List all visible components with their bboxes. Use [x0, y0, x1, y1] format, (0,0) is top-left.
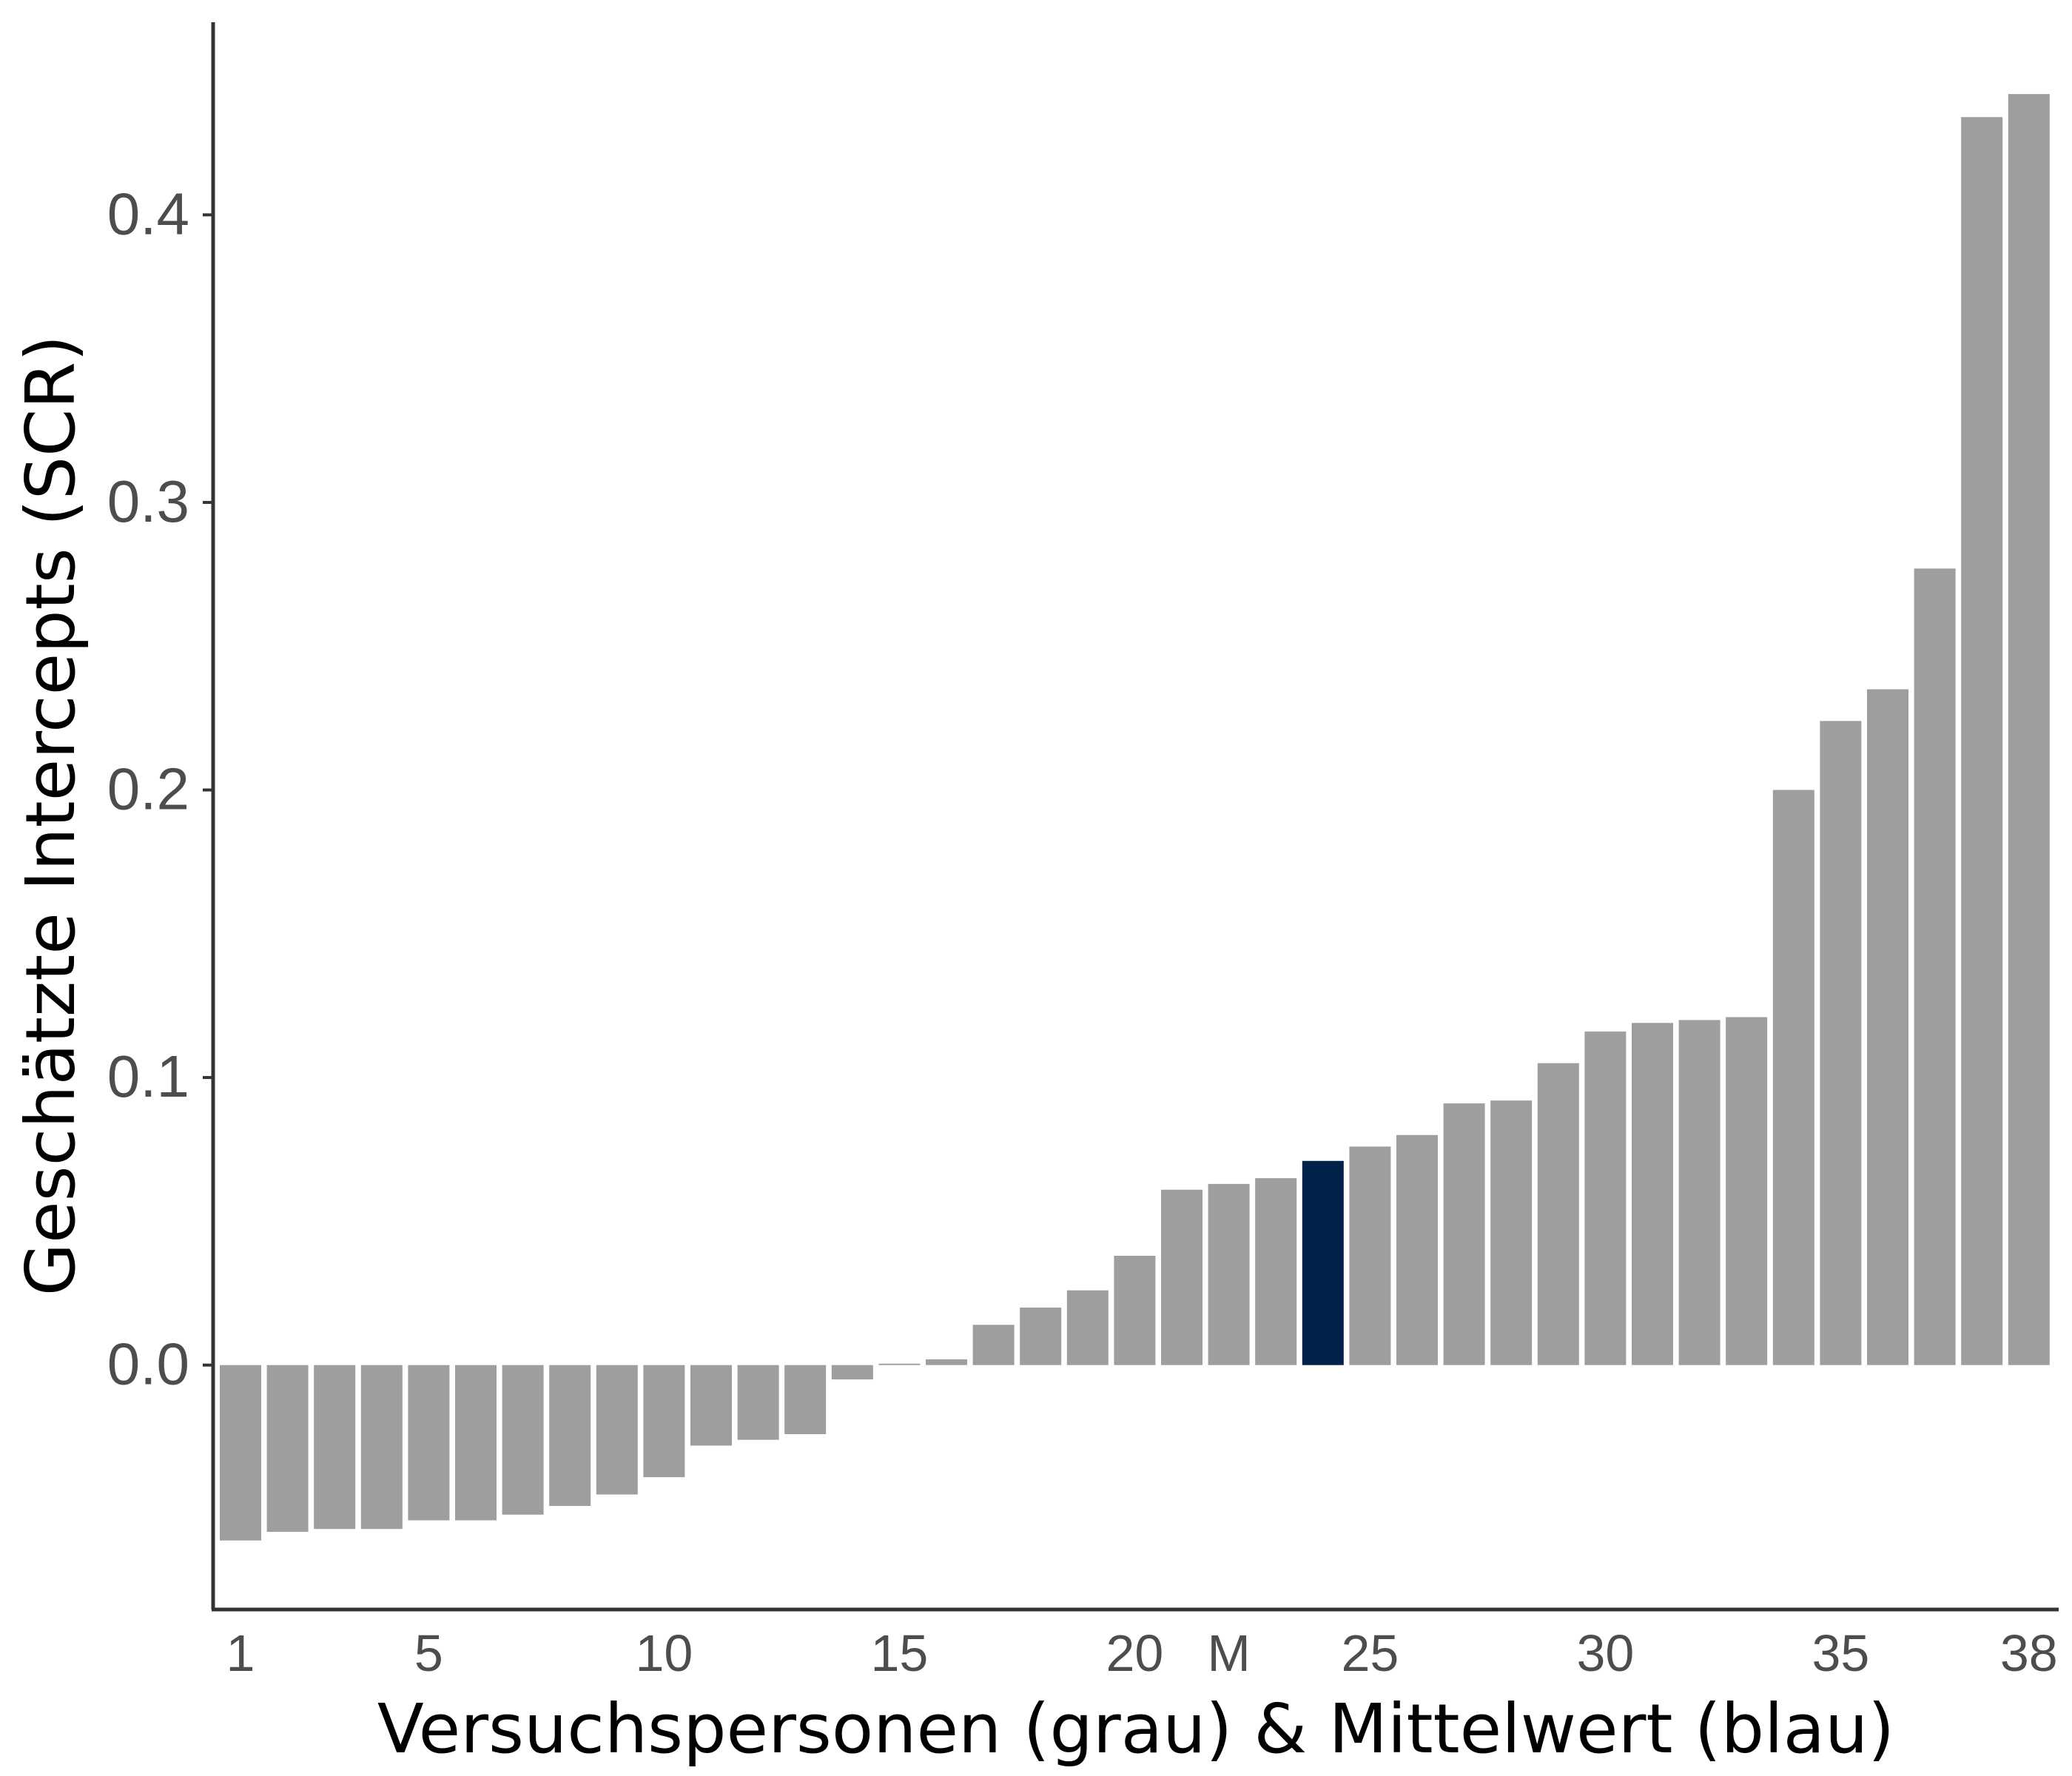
bar-participant [1443, 1103, 1485, 1365]
x-axis-ticks: 1 5 10 15 20 M 25 30 35 38 [226, 1624, 2058, 1682]
bar-participant [314, 1365, 356, 1530]
bar-mean [1302, 1160, 1344, 1365]
y-tick-label: 0.3 [107, 468, 189, 534]
bar-participant [549, 1365, 591, 1507]
bar-participant [1584, 1031, 1627, 1365]
x-tick-label: 10 [635, 1624, 693, 1682]
bar-participant [1020, 1308, 1062, 1365]
bar-participant [1349, 1146, 1391, 1365]
bar-participant [1161, 1189, 1202, 1365]
bar-participant [690, 1365, 732, 1446]
y-tick-label: 0.4 [107, 181, 189, 246]
bar-participant [1820, 721, 1862, 1365]
bar-participant [1066, 1290, 1109, 1365]
x-tick-label: M [1207, 1624, 1250, 1682]
bar-participant [1537, 1063, 1579, 1365]
bar-participant [1490, 1100, 1533, 1365]
bar-participant [1208, 1183, 1250, 1365]
y-tick-label: 0.0 [107, 1331, 189, 1397]
bar-participant [1678, 1020, 1720, 1365]
bars-group [220, 94, 2050, 1541]
x-tick-label: 35 [1812, 1624, 1869, 1682]
bar-participant [972, 1325, 1015, 1365]
bar-participant [1914, 568, 1956, 1365]
bar-participant [1632, 1023, 1673, 1365]
bar-participant [784, 1365, 827, 1434]
y-tick-label: 0.1 [107, 1043, 189, 1109]
bar-participant [455, 1365, 497, 1521]
x-tick-label: 15 [870, 1624, 928, 1682]
bar-participant [737, 1365, 779, 1440]
bar-participant [1772, 790, 1814, 1365]
y-axis-ticks: 0.0 0.1 0.2 0.3 0.4 [107, 181, 213, 1397]
bar-participant [1867, 689, 1908, 1365]
bar-participant [1961, 117, 2003, 1365]
y-tick-label: 0.2 [107, 756, 189, 822]
x-tick-label: 5 [414, 1624, 443, 1682]
bar-participant [1255, 1178, 1297, 1365]
bar-participant [220, 1365, 261, 1541]
x-axis-title: Versuchspersonen (grau) & Mittelwert (bl… [377, 1689, 1894, 1769]
bar-participant [596, 1365, 638, 1495]
bar-participant [1396, 1134, 1438, 1365]
x-tick-label: 38 [2000, 1624, 2058, 1682]
y-axis-title: Geschätzte Intercepts (SCR) [11, 335, 90, 1296]
x-tick-label: 30 [1576, 1624, 1634, 1682]
x-tick-label: 25 [1341, 1624, 1399, 1682]
bar-participant [408, 1365, 450, 1521]
bar-participant [831, 1365, 873, 1380]
x-tick-label: 1 [226, 1624, 255, 1682]
bar-participant [643, 1365, 685, 1478]
bar-participant [878, 1363, 921, 1365]
bar-participant [1114, 1256, 1156, 1365]
bar-participant [2008, 94, 2050, 1365]
bar-participant [360, 1365, 403, 1530]
x-tick-label: 20 [1106, 1624, 1163, 1682]
bar-participant [926, 1359, 967, 1365]
bar-participant [1726, 1017, 1768, 1365]
bar-participant [502, 1365, 544, 1515]
bar-participant [266, 1365, 309, 1533]
